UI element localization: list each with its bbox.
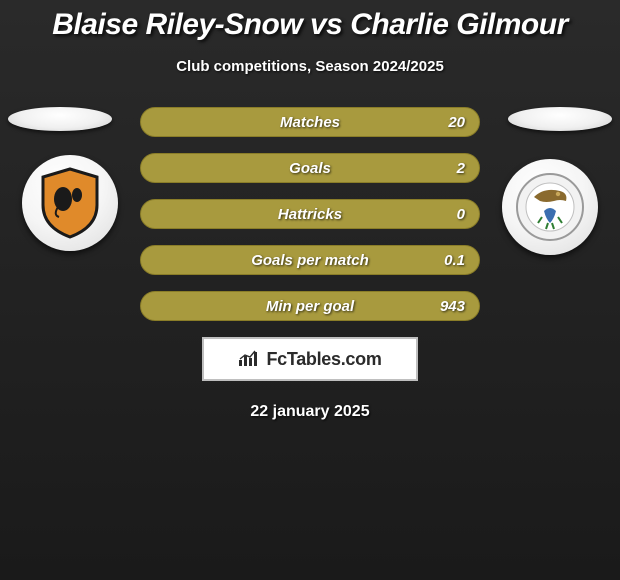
stat-row-min-per-goal: Min per goal 943 [140, 291, 480, 321]
subtitle: Club competitions, Season 2024/2025 [0, 58, 620, 75]
stat-label: Min per goal [141, 292, 479, 322]
stat-right-value: 2 [457, 154, 465, 184]
stat-label: Hattricks [141, 200, 479, 230]
stat-row-goals: Goals 2 [140, 153, 480, 183]
comparison-page: Blaise Riley-Snow vs Charlie Gilmour Clu… [0, 0, 620, 580]
stat-bars: Matches 20 Goals 2 Hattricks 0 Goals per… [0, 107, 620, 321]
page-title: Blaise Riley-Snow vs Charlie Gilmour [0, 0, 620, 42]
stat-row-matches: Matches 20 [140, 107, 480, 137]
site-brand-text: FcTables.com [266, 349, 381, 370]
stat-row-goals-per-match: Goals per match 0.1 [140, 245, 480, 275]
stat-label: Matches [141, 108, 479, 138]
content-area: Matches 20 Goals 2 Hattricks 0 Goals per… [0, 107, 620, 421]
stat-label: Goals [141, 154, 479, 184]
bar-chart-icon [238, 350, 260, 368]
site-badge[interactable]: FcTables.com [202, 337, 418, 381]
stat-row-hattricks: Hattricks 0 [140, 199, 480, 229]
stat-label: Goals per match [141, 246, 479, 276]
date-label: 22 january 2025 [0, 403, 620, 421]
stat-right-value: 0.1 [444, 246, 465, 276]
stat-right-value: 20 [448, 108, 465, 138]
stat-right-value: 943 [440, 292, 465, 322]
stat-right-value: 0 [457, 200, 465, 230]
